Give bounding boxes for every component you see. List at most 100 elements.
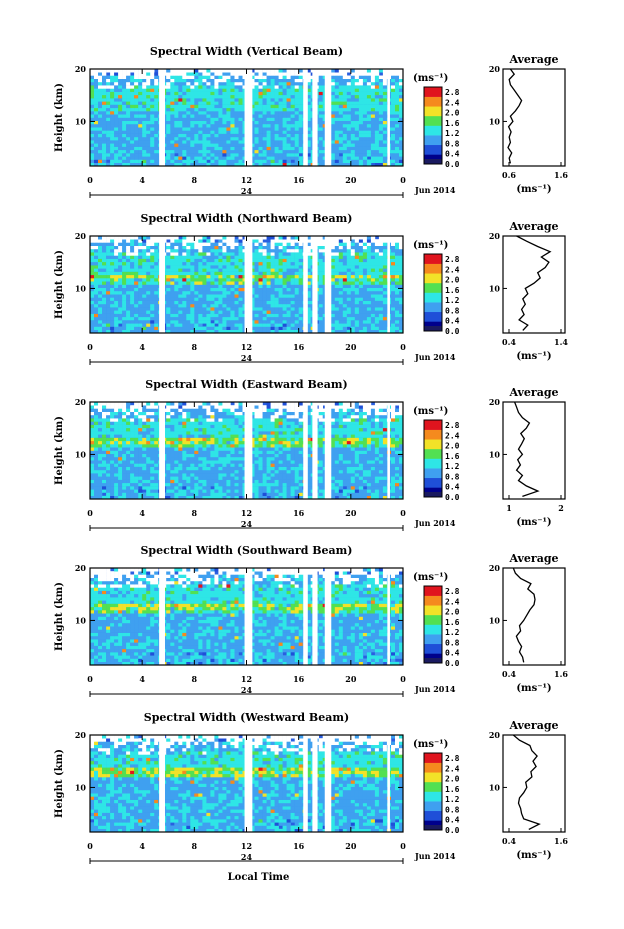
- heatmap-cell: [230, 252, 235, 256]
- heatmap-cell: [342, 281, 348, 285]
- heatmap-cell: [194, 248, 199, 253]
- heatmap-cell: [222, 258, 227, 263]
- x-tick-label: 12: [241, 342, 252, 352]
- heatmap-cell: [178, 98, 183, 102]
- heatmap-cell: [126, 78, 131, 83]
- heatmap-cell: [110, 489, 115, 493]
- heatmap-cell: [130, 329, 135, 334]
- heatmap-cell: [366, 245, 372, 250]
- heatmap-cell: [110, 310, 115, 314]
- heatmap-cell: [198, 245, 203, 250]
- heatmap-cell: [214, 114, 219, 118]
- heatmap-cell: [166, 107, 171, 112]
- heatmap-cell: [399, 287, 404, 292]
- heatmap-cell: [399, 492, 404, 496]
- heatmap-cell: [114, 88, 119, 92]
- heatmap-cell: [206, 153, 211, 157]
- heatmap-cell: [346, 492, 352, 496]
- heatmap-cell: [234, 136, 239, 141]
- heatmap-cell: [378, 107, 384, 112]
- heatmap-cell: [362, 114, 368, 118]
- heatmap-cell: [94, 307, 99, 311]
- heatmap-cell: [354, 236, 360, 240]
- heatmap-cell: [202, 91, 207, 96]
- heatmap-cell: [186, 117, 191, 121]
- heatmap-cell: [399, 69, 404, 73]
- heatmap-cell: [338, 69, 344, 73]
- heatmap-cell: [110, 245, 115, 250]
- heatmap-cell: [399, 107, 404, 112]
- heatmap-cell: [126, 274, 131, 279]
- heatmap-cell: [298, 94, 303, 99]
- heatmap-cell: [382, 242, 388, 246]
- heatmap-cell: [358, 153, 364, 157]
- heatmap-cell: [395, 239, 400, 243]
- heatmap-cell: [286, 140, 291, 144]
- heatmap-cell: [274, 303, 279, 308]
- heatmap-cell: [218, 307, 223, 311]
- heatmap-cell: [118, 326, 123, 330]
- heatmap-cell: [366, 104, 372, 109]
- heatmap-cell: [350, 313, 356, 318]
- heatmap-cell: [391, 75, 396, 79]
- heatmap-cell: [138, 261, 143, 266]
- heatmap-cell: [294, 261, 299, 266]
- heatmap-cell: [306, 278, 311, 282]
- heatmap-cell: [114, 75, 119, 79]
- heatmap-cell: [118, 303, 123, 308]
- heatmap-cell: [294, 85, 299, 89]
- heatmap-cell: [374, 323, 380, 327]
- heatmap-cell: [142, 114, 147, 118]
- heatmap-cell: [330, 261, 336, 266]
- heatmap-cell: [278, 117, 283, 121]
- heatmap-cell: [274, 284, 279, 288]
- heatmap-cell: [266, 252, 271, 256]
- heatmap-cell: [318, 492, 323, 496]
- heatmap-cell: [210, 248, 215, 253]
- heatmap-cell: [399, 271, 404, 276]
- heatmap-cell: [134, 258, 139, 263]
- heatmap-cell: [354, 252, 360, 256]
- heatmap-cell: [118, 236, 123, 240]
- heatmap-cell: [338, 101, 344, 105]
- heatmap-cell: [174, 91, 179, 96]
- heatmap-cell: [362, 159, 368, 163]
- heatmap-cell: [222, 303, 227, 308]
- heatmap-cell: [230, 261, 235, 266]
- heatmap-cell: [370, 492, 376, 496]
- heatmap-cell: [126, 75, 131, 79]
- x-tick-label: 4: [139, 175, 145, 185]
- heatmap-cell: [370, 323, 376, 327]
- heatmap-cell: [298, 162, 303, 167]
- heatmap-cell: [370, 91, 376, 96]
- heatmap-cell: [98, 495, 103, 500]
- heatmap-cell: [214, 287, 219, 292]
- heatmap-cell: [270, 81, 275, 86]
- heatmap-cell: [110, 136, 115, 141]
- heatmap-cell: [186, 258, 191, 263]
- heatmap-cell: [106, 81, 111, 86]
- heatmap-cell: [114, 271, 119, 276]
- heatmap-cell: [286, 258, 291, 263]
- heatmap-cell: [198, 268, 203, 272]
- heatmap-cell: [382, 303, 388, 308]
- heatmap-cell: [391, 85, 396, 89]
- heatmap-cell: [222, 72, 227, 76]
- heatmap-cell: [274, 320, 279, 324]
- heatmap-cell: [106, 287, 111, 292]
- heatmap-cell: [258, 153, 263, 157]
- heatmap-cell: [294, 326, 299, 330]
- heatmap-cell: [278, 91, 283, 96]
- heatmap-cell: [294, 94, 299, 99]
- heatmap-cell: [150, 101, 155, 105]
- heatmap-cell: [306, 75, 311, 79]
- heatmap-cell: [366, 265, 372, 269]
- heatmap-cell: [290, 287, 295, 292]
- heatmap-cell: [166, 310, 171, 314]
- heatmap-cell: [334, 258, 340, 263]
- heatmap-cell: [354, 136, 360, 141]
- heatmap-cell: [254, 245, 259, 250]
- heatmap-cell: [226, 117, 231, 121]
- heatmap-cell: [210, 91, 215, 96]
- heatmap-cell: [182, 287, 187, 292]
